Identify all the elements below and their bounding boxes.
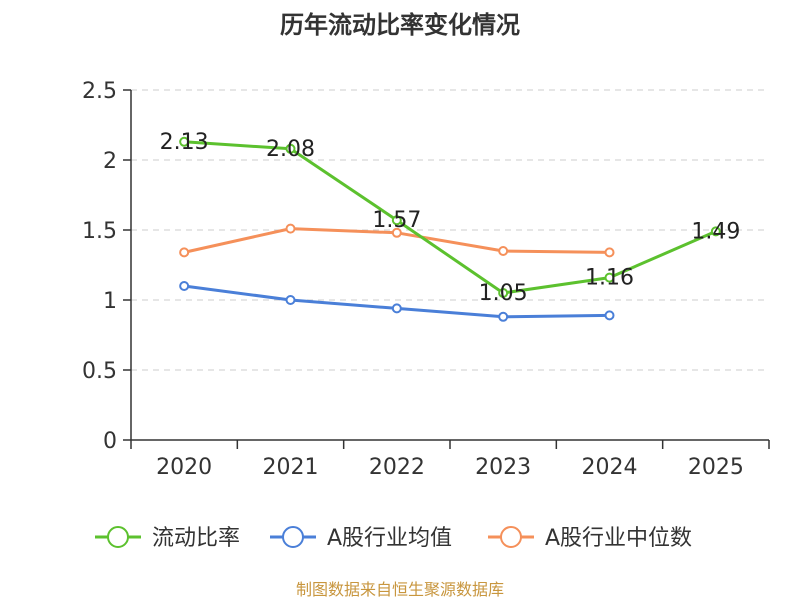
data-point <box>285 223 296 234</box>
series-line-0 <box>184 140 717 295</box>
legend-label-1: A股行业均值 <box>327 526 452 551</box>
y-tick-label: 2.5 <box>82 79 117 104</box>
data-label: 1.05 <box>479 281 528 306</box>
data-point <box>604 310 615 321</box>
data-label: 1.49 <box>691 219 740 244</box>
legend-label-0: 流动比率 <box>152 526 240 551</box>
y-tick-label: 2 <box>103 149 117 174</box>
data-point <box>285 295 296 305</box>
data-point <box>498 288 509 298</box>
data-point <box>391 303 402 314</box>
source-note: 制图数据来自恒生聚源数据库 <box>296 580 504 599</box>
data-point <box>604 272 615 283</box>
data-point <box>498 311 509 322</box>
chart-title: 历年流动比率变化情况 <box>280 11 520 39</box>
data-point <box>498 246 509 256</box>
data-point <box>391 227 402 238</box>
x-tick-label: 2021 <box>263 455 319 480</box>
legend-label-2: A股行业中位数 <box>545 526 692 551</box>
y-tick-label: 0.5 <box>82 359 117 384</box>
data-point <box>285 143 296 154</box>
data-label: 2.08 <box>266 137 315 162</box>
y-tick-label: 0 <box>103 429 117 454</box>
data-point <box>710 226 721 237</box>
x-tick-label: 2022 <box>369 455 425 480</box>
x-tick-label: 2025 <box>688 455 744 480</box>
x-tick-label: 2020 <box>156 455 212 480</box>
legend-marker-2 <box>500 526 522 548</box>
legend-marker-0 <box>107 526 129 548</box>
data-point <box>179 247 190 258</box>
x-tick-label: 2023 <box>475 455 531 480</box>
y-tick-label: 1 <box>103 289 117 314</box>
data-label: 2.13 <box>160 130 209 155</box>
data-point <box>179 281 190 291</box>
legend-marker-1 <box>282 526 304 548</box>
y-tick-label: 1.5 <box>82 219 117 244</box>
data-point <box>391 215 402 226</box>
data-point <box>179 136 190 147</box>
x-tick-label: 2024 <box>582 455 638 480</box>
data-label: 1.57 <box>372 208 421 233</box>
data-point <box>604 247 615 258</box>
data-label: 1.16 <box>585 266 634 291</box>
